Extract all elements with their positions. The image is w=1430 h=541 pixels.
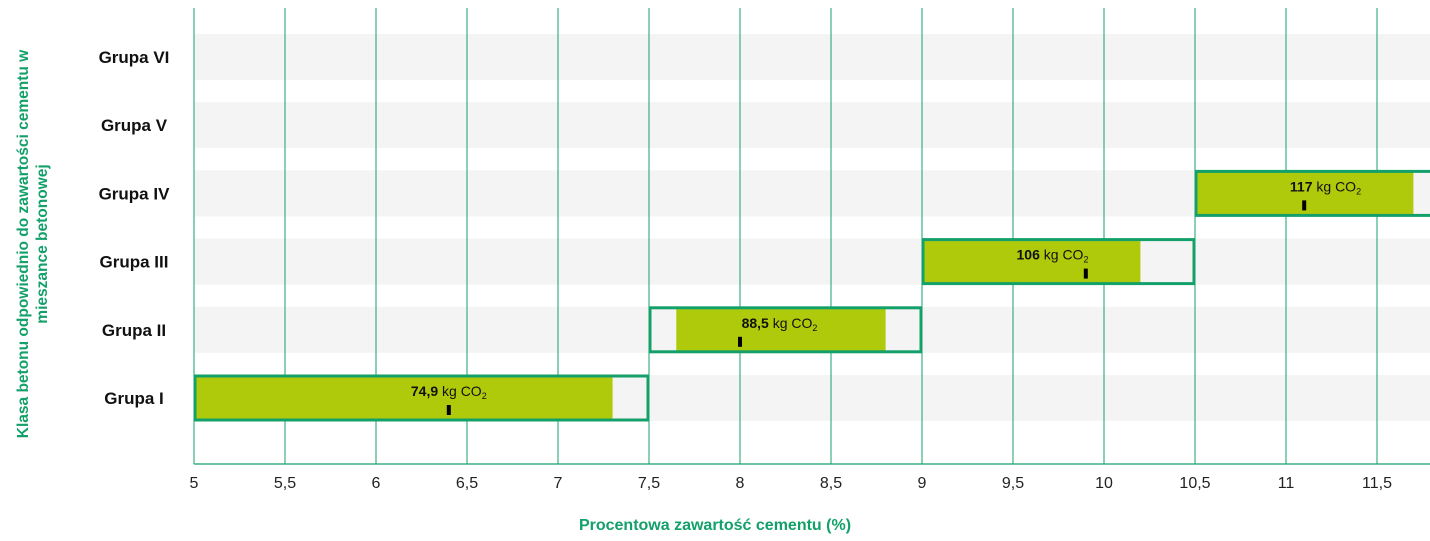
data-label: 88,5 kg CO2 — [742, 315, 818, 333]
x-axis-title: Procentowa zawartość cementu (%) — [578, 517, 852, 534]
range-box — [1194, 169, 1430, 217]
value-marker — [738, 336, 742, 347]
data-label: 117 kg CO2 — [1290, 178, 1361, 196]
x-tick-label: 9 — [918, 475, 927, 492]
x-tick-label: 6 — [372, 475, 381, 492]
range-box — [193, 374, 650, 422]
x-tick-label: 7 — [554, 475, 563, 492]
x-tick-label: 10,5 — [1179, 475, 1210, 492]
category-label: Grupa II — [102, 321, 166, 340]
value-bar — [676, 308, 886, 351]
data-label: 106 kg CO2 — [1017, 247, 1089, 265]
x-tick-label: 11 — [1278, 475, 1295, 492]
y-axis-title: Klasa betonu odpowiednio do zawartości c… — [15, 49, 51, 439]
x-tick-label: 6,5 — [456, 475, 478, 492]
x-tick-label: 11,5 — [1362, 475, 1392, 492]
x-tick-label: 9,5 — [1002, 475, 1024, 492]
category-label: Grupa VI — [99, 48, 170, 67]
row-band — [194, 238, 1430, 285]
row-band — [194, 102, 1430, 149]
x-tick-label: 5 — [190, 475, 199, 492]
y-axis-title-wrap: Klasa betonu odpowiednio do zawartości c… — [0, 0, 60, 541]
x-tick-label: 8 — [736, 475, 745, 492]
value-marker — [1083, 268, 1088, 279]
category-label: Grupa I — [104, 389, 164, 408]
range-box — [921, 238, 1196, 286]
value-marker — [446, 405, 451, 415]
value-marker — [1302, 200, 1307, 211]
value-bar — [194, 377, 613, 419]
row-band — [194, 34, 1430, 80]
value-bar — [922, 240, 1141, 283]
x-tick-label: 10 — [1095, 475, 1113, 492]
x-tick-label: 7,5 — [638, 475, 660, 492]
x-tick-label: 5,5 — [274, 475, 296, 492]
x-tick-label: 8,5 — [820, 475, 842, 492]
category-label: Grupa III — [100, 253, 169, 272]
category-label: Grupa V — [101, 116, 168, 135]
data-label: 74,9 kg CO2 — [411, 383, 487, 401]
category-label: Grupa IV — [99, 184, 171, 203]
range-box — [648, 306, 923, 354]
